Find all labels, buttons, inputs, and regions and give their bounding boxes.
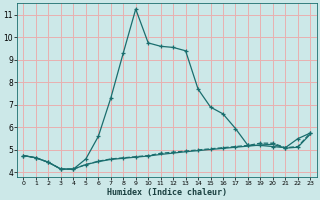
X-axis label: Humidex (Indice chaleur): Humidex (Indice chaleur)	[107, 188, 227, 197]
